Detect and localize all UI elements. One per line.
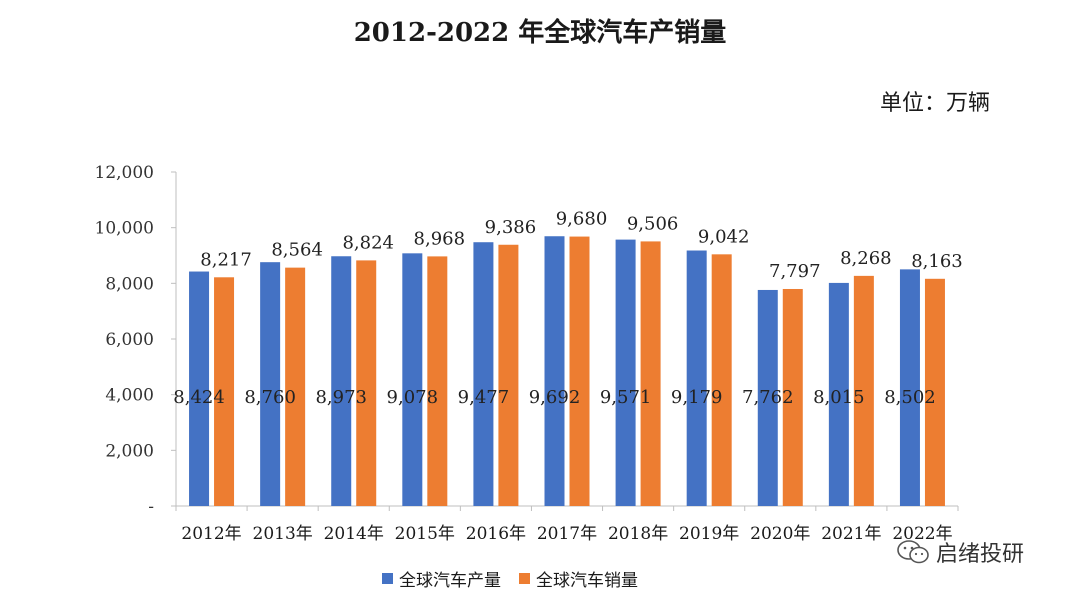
legend-item-sales: 全球汽车销量 (519, 566, 638, 591)
value-label-production: 8,502 (884, 387, 936, 408)
watermark-text: 启绪投研 (936, 542, 1025, 567)
value-label-production: 8,760 (244, 387, 296, 408)
legend: 全球汽车产量 全球汽车销量 (382, 566, 638, 591)
bar-sales (214, 277, 235, 506)
y-tick-label: 2,000 (105, 441, 154, 461)
x-tick-label: 2018年 (608, 524, 668, 544)
y-tick-label: 4,000 (105, 386, 154, 406)
bar-sales (853, 275, 874, 506)
unit-label: 单位：万辆 (880, 91, 991, 116)
bar-sales (569, 236, 590, 506)
wechat-icon (897, 540, 929, 564)
watermark: 启绪投研 (896, 536, 1024, 568)
bar-production (260, 262, 281, 506)
bar-production (686, 250, 707, 506)
value-label-production: 8,973 (315, 387, 367, 408)
y-tick-label: - (148, 497, 154, 517)
value-label-production: 9,692 (529, 387, 581, 408)
value-label-sales: 9,680 (556, 209, 608, 230)
value-label-production: 8,015 (813, 387, 865, 408)
value-label-sales: 7,797 (769, 261, 821, 282)
value-label-sales: 8,564 (271, 240, 323, 261)
value-label-production: 9,477 (458, 387, 510, 408)
x-tick-label: 2022年 (892, 524, 952, 544)
bar-production (757, 289, 778, 506)
bar-production (189, 271, 210, 506)
bar-production (899, 269, 920, 506)
bar-sales (711, 254, 732, 506)
value-label-sales: 9,386 (485, 217, 537, 238)
value-label-sales: 8,217 (200, 249, 252, 270)
bar-sales (782, 288, 803, 506)
value-label-production: 9,078 (387, 387, 439, 408)
value-label-sales: 8,268 (840, 248, 892, 269)
y-tick-label: 10,000 (95, 219, 154, 239)
bar-sales (498, 244, 519, 506)
bar-production (331, 256, 352, 506)
y-tick-label: 12,000 (95, 163, 154, 183)
bar-production (544, 236, 565, 507)
x-tick-label: 2016年 (466, 524, 526, 544)
x-tick-label: 2019年 (679, 524, 739, 544)
bar-sales (285, 267, 306, 506)
value-label-sales: 9,042 (698, 226, 750, 247)
y-tick-label: 8,000 (105, 274, 154, 294)
bar-sales (924, 278, 945, 506)
x-tick-label: 2012年 (181, 524, 241, 544)
legend-label-production: 全球汽车产量 (399, 571, 501, 591)
legend-label-sales: 全球汽车销量 (536, 571, 638, 591)
value-label-production: 8,424 (173, 387, 225, 408)
bar-sales (640, 241, 661, 507)
y-tick-label: 6,000 (105, 330, 154, 350)
value-label-production: 9,571 (600, 387, 652, 408)
bar-production (615, 239, 636, 506)
bar-production (473, 242, 494, 506)
x-tick-label: 2014年 (324, 524, 384, 544)
bar-production (828, 282, 849, 506)
value-label-sales: 8,968 (414, 228, 466, 249)
bar-production (402, 253, 423, 506)
value-label-production: 7,762 (742, 387, 794, 408)
value-label-sales: 8,824 (342, 232, 394, 253)
bar-sales (427, 256, 448, 506)
chart-title: 2012-2022 年全球汽车产销量 (353, 18, 727, 48)
x-tick-label: 2015年 (395, 524, 455, 544)
legend-swatch-production (382, 573, 393, 584)
legend-item-production: 全球汽车产量 (382, 566, 501, 591)
x-tick-label: 2013年 (253, 524, 313, 544)
x-tick-label: 2017年 (537, 524, 597, 544)
y-axis: - 2,000 4,000 6,000 8,000 10,000 12,000 (95, 163, 177, 517)
value-label-sales: 8,163 (911, 251, 963, 272)
x-axis: 2012年 2013年 2014年 2015年 2016年 2017年 2018年 2019年… (175, 505, 959, 544)
x-tick-label: 2020年 (750, 524, 810, 544)
bars (189, 236, 945, 507)
legend-swatch-sales (519, 573, 530, 584)
x-tick-label: 2021年 (821, 524, 881, 544)
value-label-production: 9,179 (671, 387, 723, 408)
value-labels: 8,424 8,217 8,760 8,564 8,973 8,824 9,078 8,968… (173, 209, 962, 408)
value-label-sales: 9,506 (627, 213, 679, 234)
bar-sales (356, 260, 377, 506)
